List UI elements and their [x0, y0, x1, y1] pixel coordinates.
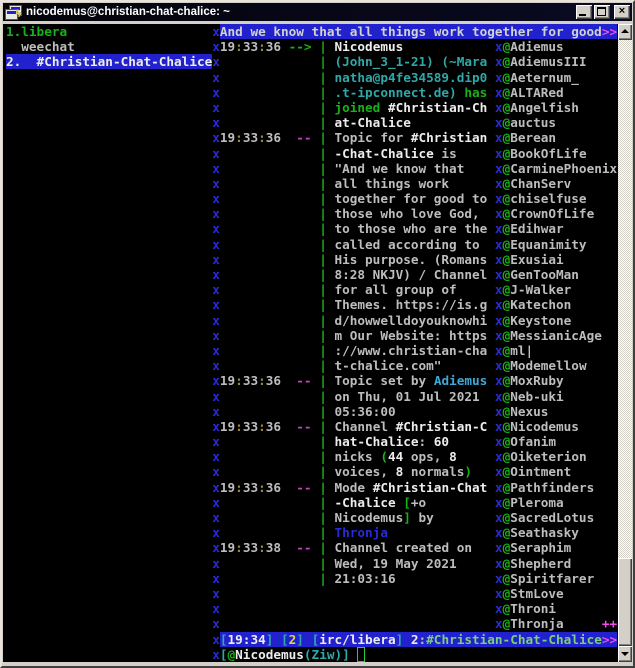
chat-row: weechat x19:33:36 --> | Nicodemus x@Adie… [6, 39, 564, 55]
chat-row: x | at-Chalice x@auctus [212, 115, 557, 131]
chat-row: x | 05:36:00 x@Nexus [212, 403, 549, 419]
chat-row: x | ://www.christian-cha x@ml| [212, 342, 534, 358]
window-title: nicodemus@christian-chat-chalice: ~ [26, 6, 230, 18]
chat-row: x | Nicodemus] by x@SacredLotus [212, 510, 595, 525]
chat-row: x19:33:36 -- | Channel #Christian-C x@Ni… [212, 418, 579, 434]
terminal-screen[interactable]: 1.libera xAnd we know that all things wo… [3, 24, 618, 662]
chat-row: x | t-chalice.com" x@Modemellow [212, 358, 587, 374]
chat-row: x | to those who are the x@Edihwar [212, 221, 564, 237]
chat-row: x x@Throni [212, 601, 557, 617]
chat-row: x | 8:28 NKJV) / Channel x@GenTooMan [212, 267, 579, 282]
scrollbar[interactable] [618, 24, 632, 662]
chat-row: x | d/howwelldoyouknowhi x@Keystone [212, 312, 572, 328]
chat-row: x19:33:36 -- | Mode #Christian-Chat x@Pa… [212, 479, 595, 495]
chat-row: x | m Our Website: https x@MessianicAge [212, 327, 602, 343]
chat-row: x x@StmLove [212, 585, 564, 601]
chat-row: x | voices, 8 normals) x@Ointment [212, 464, 572, 480]
close-icon: × [618, 5, 626, 17]
maximize-icon [597, 7, 606, 16]
close-button[interactable]: × [614, 5, 630, 19]
chat-row: x | natha@p4fe34589.dip0 x@Aeternum_ [212, 69, 579, 85]
chat-row: x | nicks (44 ops, 8 x@Oiketerion [212, 449, 587, 465]
scroll-up-button[interactable] [618, 24, 632, 40]
chat-row: x | hat-Chalice: 60 x@Ofanim [212, 434, 557, 450]
minimize-icon [579, 14, 586, 16]
chat-row: x | on Thu, 01 Jul 2021 x@Neb-uki [212, 388, 564, 404]
chat-row: x | for all group of x@J-Walker [212, 282, 572, 298]
chat-row: x | -Chalice [+o x@Pleroma [212, 494, 564, 510]
chat-row: x | 21:03:16 x@Spiritfarer [212, 570, 595, 586]
topic-bar-row: 1.libera xAnd we know that all things wo… [6, 24, 618, 39]
chat-row: x | joined #Christian-Ch x@Angelfish [212, 99, 579, 115]
chat-row: x19:33:36 -- | Topic for #Christian x@Be… [212, 130, 557, 146]
chat-row: x | called according to x@Equanimity [212, 236, 587, 252]
chat-row: x | "And we know that x@CarminePhoenix [212, 160, 618, 176]
chat-row: x | those who love God, x@CrownOfLife [212, 206, 595, 222]
chat-row: x | Wed, 19 May 2021 x@Shepherd [212, 555, 572, 571]
chat-row: x | .t-ipconnect.de) has x@ALTARed [212, 84, 564, 100]
arrow-down-icon [621, 652, 629, 656]
chat-row: x | together for good to x@chiselfuse [212, 191, 587, 207]
minimize-button[interactable] [576, 5, 592, 19]
chat-row: x | -Chat-Chalice is x@BookOfLife [212, 145, 587, 161]
status-bar-row: x[19:34] [2] [irc/libera] 2:#Christian-C… [212, 631, 618, 647]
chat-row: x19:33:38 -- | Channel created on x@Sera… [212, 540, 572, 556]
putty-terminal-icon: ϟ [5, 4, 22, 20]
arrow-up-icon [621, 29, 629, 33]
scrollbar-track[interactable] [618, 40, 632, 646]
maximize-button[interactable] [594, 5, 610, 19]
chat-row: x | His purpose. (Romans x@Exusiai [212, 251, 564, 267]
scroll-down-button[interactable] [618, 646, 632, 662]
input-bar-row: x[@Nicodemus(Ziw)] [6, 647, 618, 662]
chat-row: x19:33:36 -- | Topic set by Adiemus x@Mo… [212, 373, 564, 389]
chat-row-selected-buffer: 2. #Christian-Chat-Chalicex | (John_3_1-… [6, 54, 587, 70]
chat-row: x | all things work x@ChanServ [212, 175, 572, 191]
title-bar[interactable]: ϟ nicodemus@christian-chat-chalice: ~ × [3, 3, 632, 21]
scrollbar-thumb[interactable] [618, 558, 632, 646]
chat-row: x x@Thronja ++ [212, 616, 618, 632]
chat-row: x | Themes. https://is.g x@Katechon [212, 297, 572, 313]
chat-row: x | Thronja x@Seathasky [212, 525, 579, 541]
